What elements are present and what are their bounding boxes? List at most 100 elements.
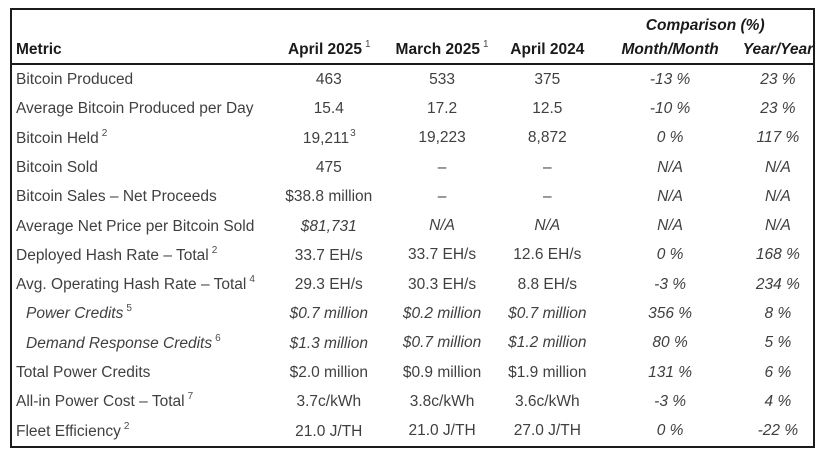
metric-cell: Fleet Efficiency 2 [16, 420, 130, 440]
value-cell: $1.3 million [289, 334, 368, 352]
comparison-cell: 117 % [756, 129, 800, 147]
metric-cell: Bitcoin Sales – Net Proceeds [16, 188, 217, 206]
comparison-cell: 0 % [656, 129, 684, 147]
value-cell: N/A [429, 217, 455, 235]
value-cell: 21.0 J/TH [408, 422, 476, 440]
footnote-marker: 2 [101, 127, 108, 139]
footnote-marker: 1 [483, 38, 489, 50]
value-cell: 30.3 EH/s [408, 275, 477, 293]
metric-cell: Total Power Credits [16, 364, 151, 382]
value-cell: 375 [534, 70, 561, 88]
value-cell: $0.2 million [402, 305, 482, 323]
table-row-bitcoin-held: Bitcoin Held 2 19,2113 19,223 8,872 0 % 1… [11, 124, 814, 153]
value-cell: – [437, 187, 447, 205]
value-cell: 27.0 J/TH [513, 422, 581, 440]
comparison-cell: 5 % [764, 334, 792, 352]
footnote-marker: 3 [350, 127, 356, 139]
value-cell: 15.4 [313, 100, 344, 118]
column-header-month-month: Month/Month [597, 36, 743, 65]
value-cell: 19,2113 [302, 127, 356, 147]
table-row-avg-operating-hash-rate: Avg. Operating Hash Rate – Total 4 29.3 E… [11, 270, 814, 299]
footnote-marker: 4 [249, 274, 255, 286]
value-cell: 8.8 EH/s [517, 275, 578, 293]
value-cell: $1.9 million [508, 363, 587, 381]
comparison-cell: -10 % [649, 99, 691, 117]
comparison-cell: 168 % [755, 246, 800, 264]
table-row-bitcoin-produced: Bitcoin Produced 463 533 375 -13 % 23 % [11, 64, 814, 94]
value-cell: – [437, 158, 447, 176]
footnote-marker: 5 [126, 303, 132, 315]
metric-cell: Power Credits 5 [26, 303, 132, 323]
table-row-total-power-credits: Total Power Credits $2.0 million $0.9 mi… [11, 358, 814, 387]
value-cell: – [542, 187, 552, 205]
footnote-marker: 6 [215, 332, 221, 344]
metric-cell: Deployed Hash Rate – Total 2 [16, 244, 218, 264]
value-cell: 19,223 [418, 129, 466, 147]
footnote-marker: 7 [187, 391, 194, 403]
table-row-all-in-power-cost: All-in Power Cost – Total 7 3.7c/kWh 3.8c… [11, 387, 814, 416]
column-header-metric: Metric [11, 36, 272, 65]
table-row-fleet-efficiency: Fleet Efficiency 2 21.0 J/TH 21.0 J/TH 27… [11, 417, 814, 447]
metric-cell: Avg. Operating Hash Rate – Total 4 [16, 274, 255, 294]
value-cell: 533 [429, 70, 455, 88]
value-cell: 12.6 EH/s [513, 246, 582, 264]
comparison-cell: 4 % [764, 392, 792, 410]
footnote-marker: 1 [365, 38, 371, 50]
table-header: Comparison (%) Metric April 2025 1 March … [11, 9, 814, 65]
value-cell: $81,731 [300, 217, 357, 235]
comparison-cell: N/A [657, 217, 684, 235]
mining-metrics-table: Comparison (%) Metric April 2025 1 March … [10, 8, 815, 448]
comparison-cell: 0 % [656, 422, 684, 440]
comparison-cell: N/A [657, 158, 684, 176]
value-cell: – [542, 158, 552, 176]
comparison-cell: -3 % [654, 275, 687, 293]
value-cell: $0.9 million [402, 363, 482, 381]
comparison-cell: 23 % [760, 70, 796, 88]
column-header-year-year: Year/Year [742, 36, 814, 65]
comparison-cell: 80 % [652, 334, 688, 352]
value-cell: $0.7 million [508, 305, 587, 323]
value-cell: 33.7 EH/s [294, 247, 363, 264]
value-cell: 463 [315, 71, 342, 89]
comparison-group-row: Comparison (%) [11, 9, 814, 36]
comparison-cell: N/A [764, 187, 791, 205]
table-row-demand-response-credits: Demand Response Credits 6 $1.3 million $0… [11, 329, 814, 358]
value-cell: 3.8c/kWh [409, 392, 475, 410]
comparison-cell: -22 % [757, 422, 799, 440]
table-row-avg-bitcoin-per-day: Average Bitcoin Produced per Day 15.4 17… [11, 94, 814, 123]
value-cell: $1.2 million [508, 334, 587, 352]
comparison-cell: 356 % [648, 305, 693, 323]
comparison-cell: N/A [764, 217, 791, 235]
comparison-cell: 6 % [764, 363, 792, 381]
value-cell: 8,872 [527, 129, 567, 147]
column-header-march-2025: March 2025 1 [386, 36, 498, 65]
metric-cell: Bitcoin Produced [16, 71, 134, 89]
comparison-cell: 23 % [760, 99, 796, 117]
comparison-cell: 234 % [755, 275, 800, 293]
metric-cell: Average Net Price per Bitcoin Sold [16, 217, 255, 235]
comparison-cell: 0 % [656, 246, 684, 264]
comparison-cell: N/A [764, 158, 791, 176]
column-header-april-2024: April 2024 [497, 36, 598, 65]
metric-cell: Average Bitcoin Produced per Day [16, 100, 254, 118]
comparison-cell: -13 % [649, 70, 691, 88]
metric-cell: All-in Power Cost – Total 7 [16, 391, 194, 411]
table-row-power-credits: Power Credits 5 $0.7 million $0.2 million… [11, 299, 814, 328]
metric-cell: Bitcoin Sold [16, 159, 98, 177]
table-row-bitcoin-sales-net-proceeds: Bitcoin Sales – Net Proceeds $38.8 milli… [11, 182, 814, 211]
value-cell: 21.0 J/TH [295, 422, 363, 440]
value-cell: $0.7 million [289, 305, 368, 323]
value-cell: $38.8 million [285, 188, 373, 206]
value-cell: 12.5 [532, 99, 563, 117]
value-cell: N/A [534, 217, 561, 235]
metric-cell: Bitcoin Held 2 [16, 127, 108, 147]
value-cell: $0.7 million [402, 334, 482, 352]
column-header-april-2025: April 2025 1 [271, 36, 387, 65]
table-row-deployed-hash-rate: Deployed Hash Rate – Total 2 33.7 EH/s 33… [11, 241, 814, 270]
value-cell: 3.6c/kWh [515, 392, 580, 410]
column-header-row: Metric April 2025 1 March 2025 1 April 202… [11, 36, 814, 65]
header-spacer [11, 9, 597, 36]
comparison-cell: -3 % [654, 392, 687, 410]
comparison-cell: 8 % [764, 305, 792, 323]
